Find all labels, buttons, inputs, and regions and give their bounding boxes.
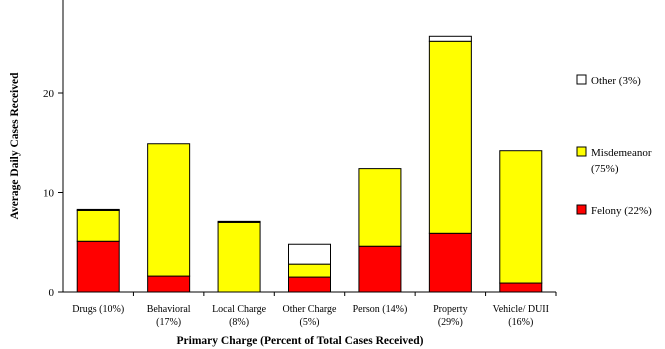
bar-segment-misdemeanor [288, 263, 331, 278]
legend-swatch [576, 204, 587, 215]
category-label: Behavioral [147, 304, 191, 315]
x-axis-title: Primary Charge (Percent of Total Cases R… [177, 335, 424, 347]
category-label: Person (14%) [353, 304, 408, 315]
category-label: (17%) [156, 317, 181, 328]
bar-segment-felony [76, 240, 120, 293]
bar-segment-felony [428, 232, 472, 293]
legend-label: Felony (22%) [591, 205, 652, 217]
legend: Other (3%) Misdemeanor (75%) Felony (22%) [576, 74, 652, 217]
category-label: (16%) [508, 317, 533, 328]
y-tick-label: 10 [43, 188, 55, 200]
legend-swatch [576, 146, 587, 157]
category-labels-layer: Drugs (10%) Behavioral (17%) Local Charge (8… [72, 304, 549, 328]
category-label: Local Charge [212, 304, 267, 315]
category-label: Property [433, 304, 467, 315]
axes-layer [62, 0, 557, 296]
bar-segment-misdemeanor [217, 221, 261, 293]
y-tick-label: 0 [49, 287, 55, 299]
bar-segment-misdemeanor [147, 143, 191, 277]
bar-segment-misdemeanor [358, 168, 402, 247]
bar-segment-felony [358, 245, 402, 293]
legend-label: Other (3%) [591, 75, 641, 87]
legend-swatch [576, 74, 587, 85]
y-ticks-layer: 0 10 20 [43, 88, 63, 299]
bar-segment-misdemeanor [76, 209, 120, 242]
legend-label: Misdemeanor [591, 147, 652, 159]
bar-segment-other [428, 35, 472, 42]
bar-segment-felony [288, 276, 331, 293]
bar-segment-misdemeanor [428, 40, 472, 234]
category-label: Vehicle/ DUII [493, 304, 549, 315]
bar-segment-felony [499, 282, 543, 293]
category-label: Other Charge [283, 304, 338, 315]
category-label: (29%) [438, 317, 463, 328]
y-axis-title: Average Daily Cases Received [9, 72, 21, 220]
bar-segment-misdemeanor [499, 150, 543, 284]
bar-segment-other [76, 208, 120, 211]
bar-segment-felony [147, 275, 191, 293]
bars-layer [76, 35, 543, 293]
category-label: (8%) [229, 317, 249, 328]
bar-segment-other [217, 220, 261, 223]
category-label: (5%) [300, 317, 320, 328]
y-tick-label: 20 [43, 88, 55, 100]
bar-segment-other [288, 243, 331, 265]
category-label: Drugs (10%) [72, 304, 124, 315]
legend-label: (75%) [591, 163, 619, 175]
